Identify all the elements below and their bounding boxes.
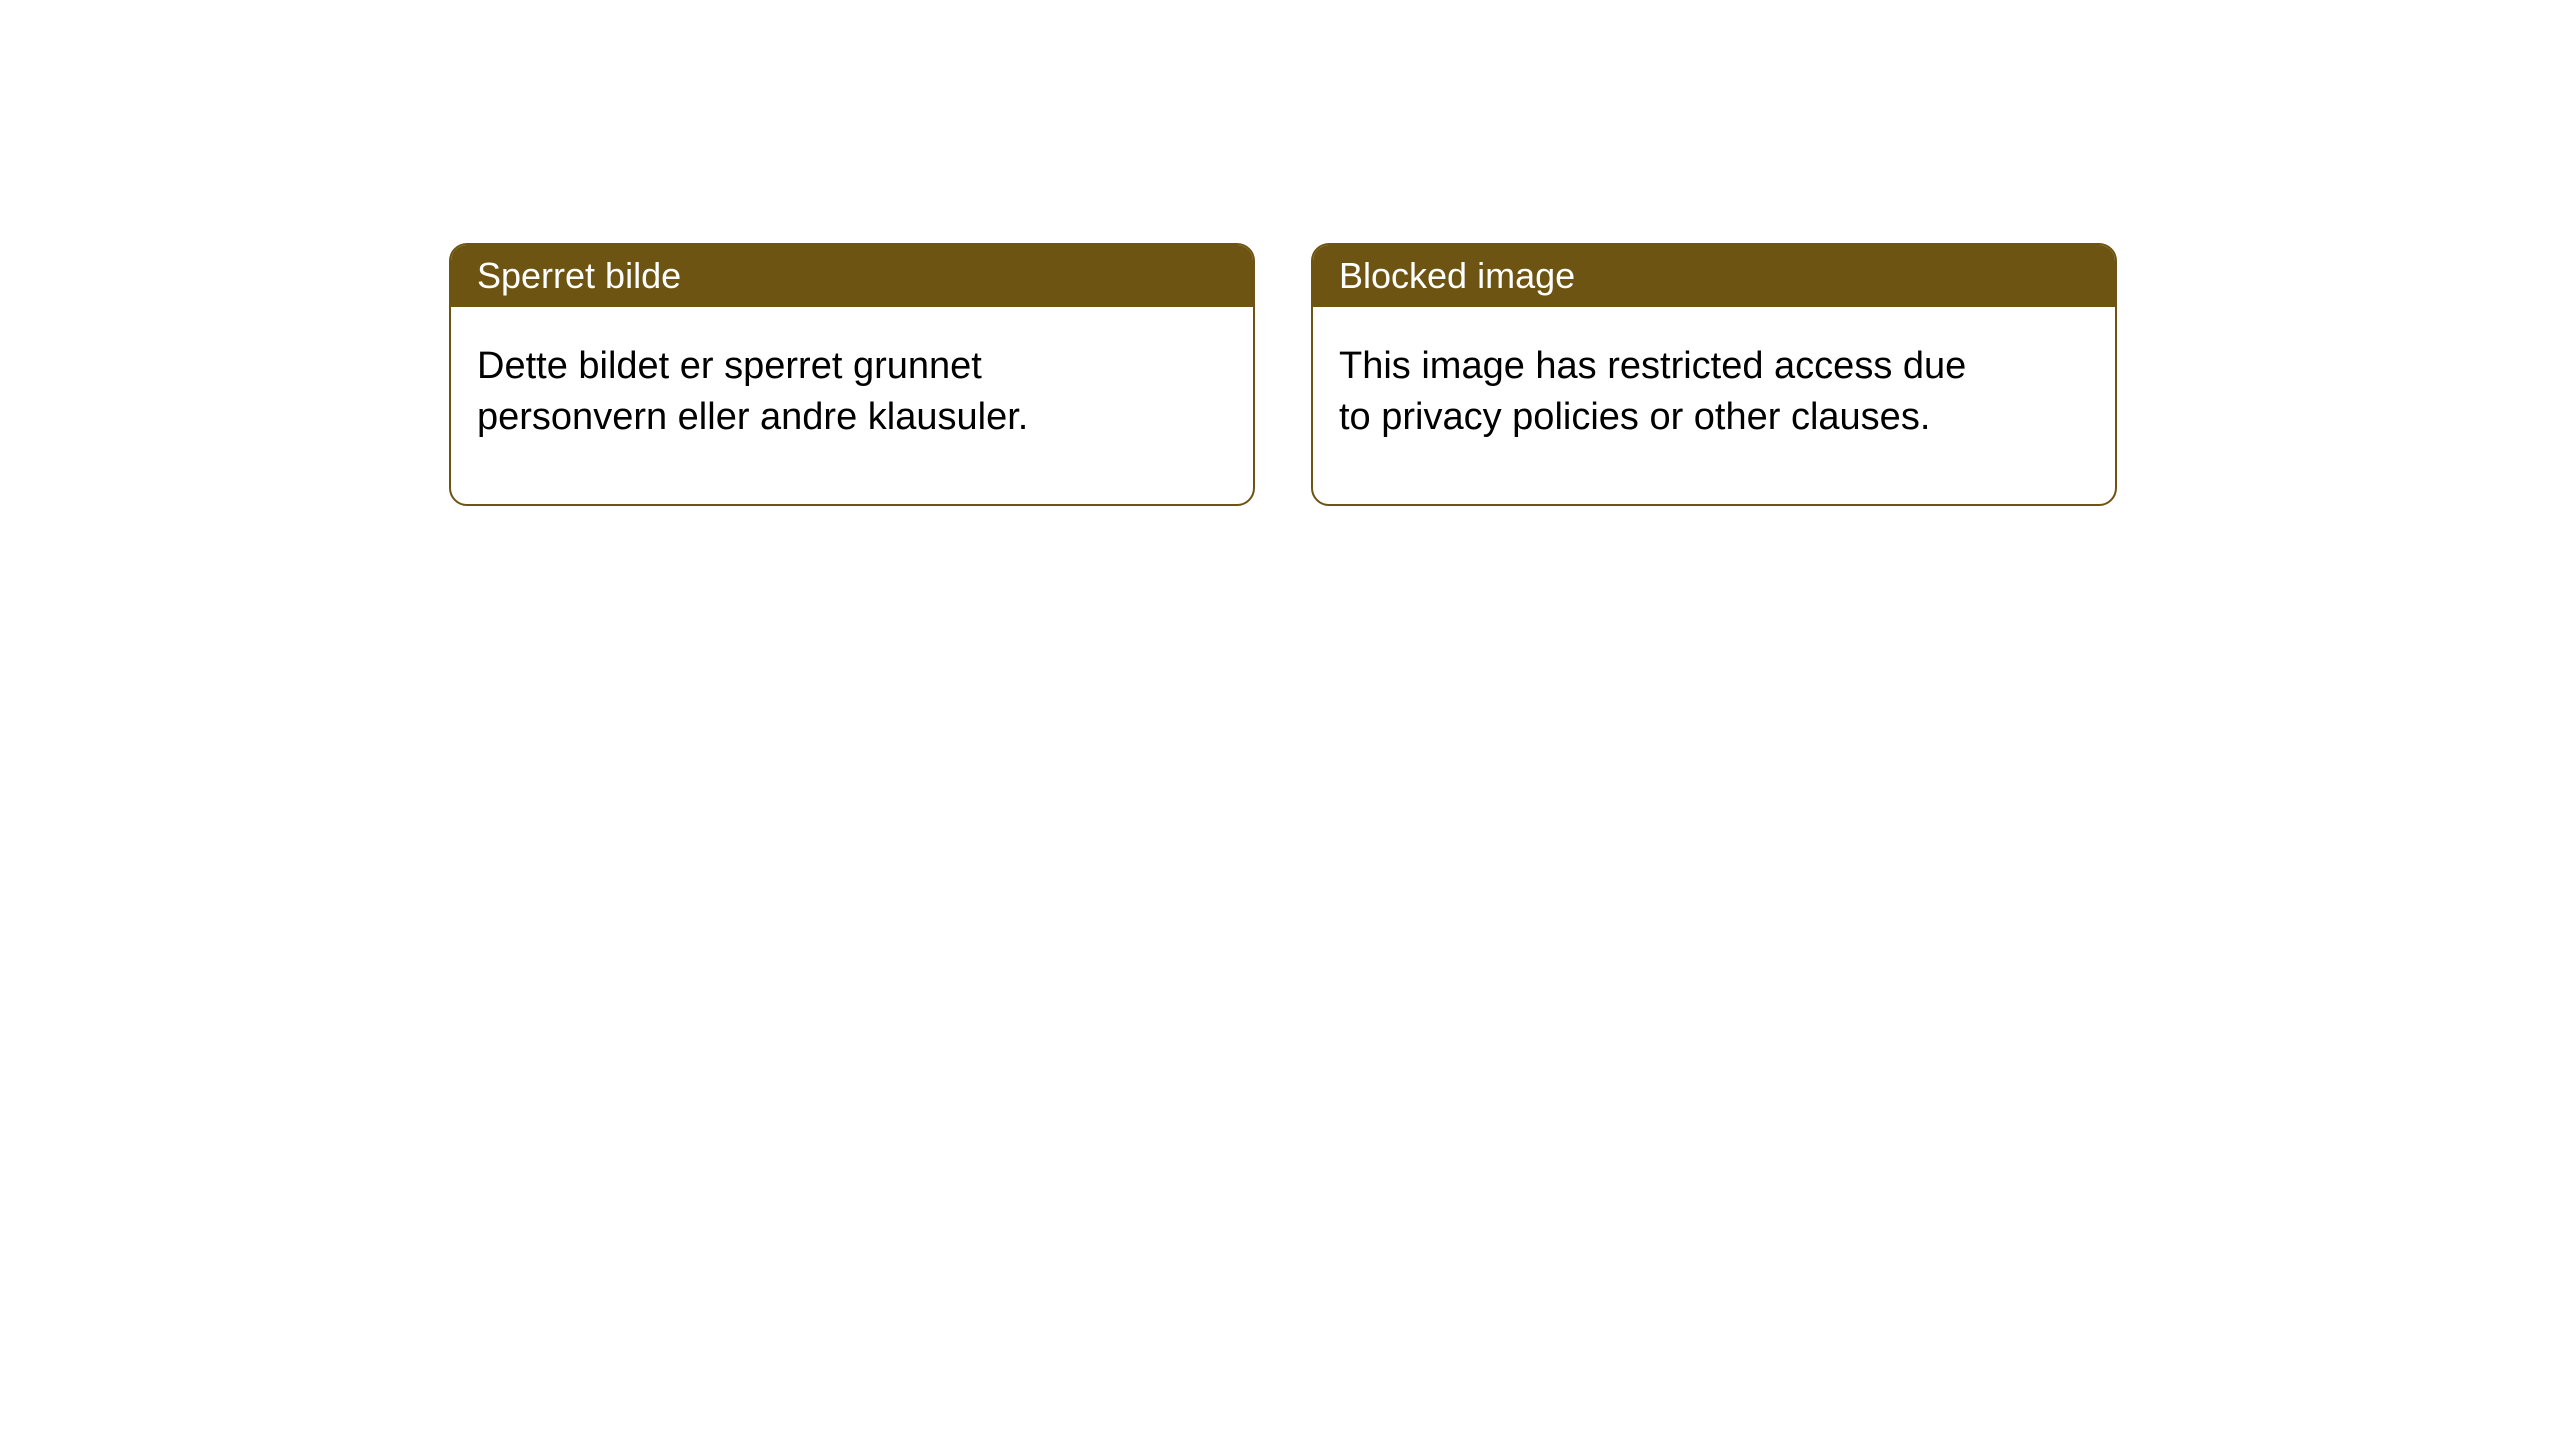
blocked-image-card-en: Blocked image This image has restricted … [1311, 243, 2117, 506]
card-body-text: This image has restricted access due to … [1339, 341, 1979, 444]
card-title: Sperret bilde [477, 255, 681, 296]
cards-container: Sperret bilde Dette bildet er sperret gr… [0, 0, 2560, 506]
card-body-text: Dette bildet er sperret grunnet personve… [477, 341, 1117, 444]
blocked-image-card-no: Sperret bilde Dette bildet er sperret gr… [449, 243, 1255, 506]
card-title: Blocked image [1339, 255, 1575, 296]
card-header: Blocked image [1313, 245, 2115, 307]
card-body: Dette bildet er sperret grunnet personve… [451, 307, 1253, 504]
card-body: This image has restricted access due to … [1313, 307, 2115, 504]
card-header: Sperret bilde [451, 245, 1253, 307]
